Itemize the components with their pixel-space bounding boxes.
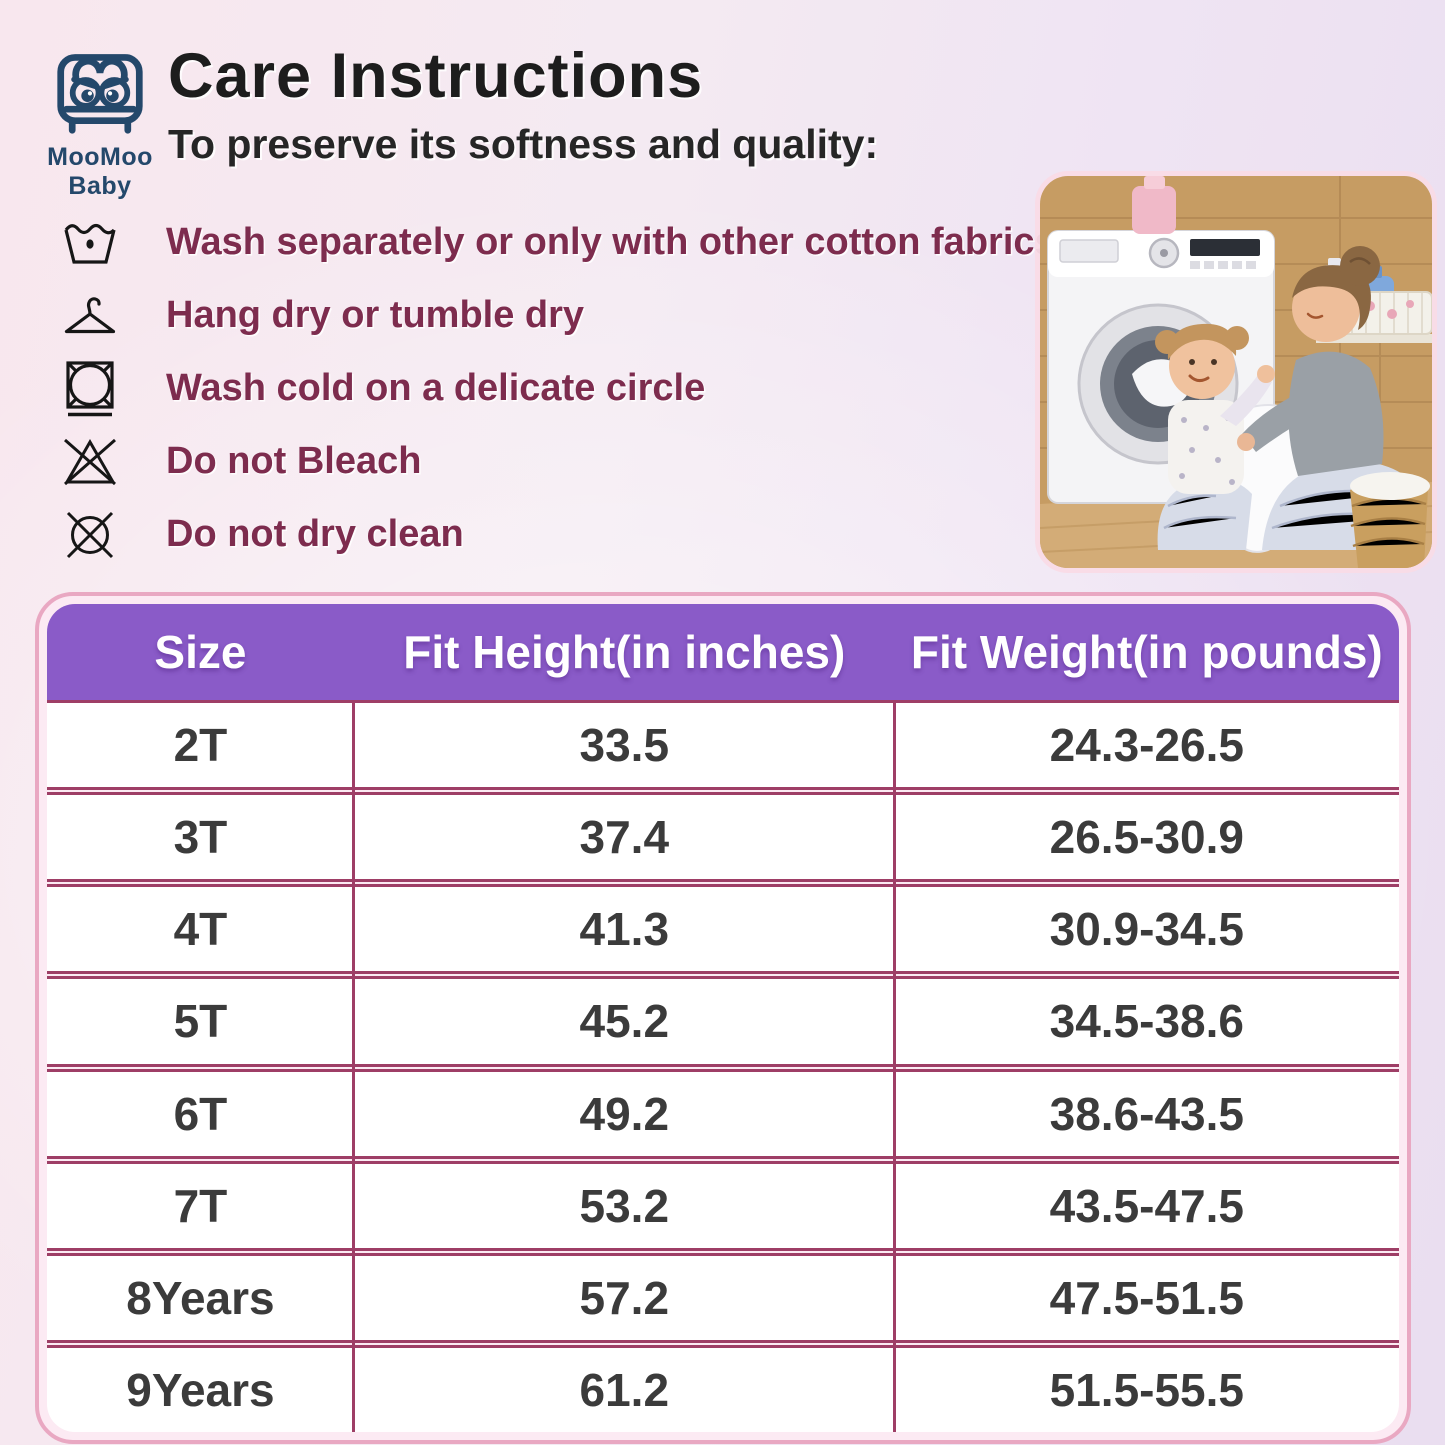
height-cell: 61.2 [579,1363,670,1416]
list-item: Hang dry or tumble dry [58,279,1033,352]
table-row: 6T 49.2 38.6-43.5 [47,1068,1399,1159]
weight-cell: 47.5-51.5 [1049,1271,1245,1324]
column-header-size: Size [154,626,247,678]
weight-cell: 51.5-55.5 [1049,1363,1245,1416]
height-cell: 53.2 [579,1179,670,1232]
table-row: 3T 37.4 26.5-30.9 [47,792,1399,883]
size-cell: 7T [173,1179,228,1232]
table-row: 5T 45.2 34.5-38.6 [47,976,1399,1067]
weight-cell: 30.9-34.5 [1049,903,1245,956]
care-instruction-text: Wash separately or only with other cotto… [166,221,1056,263]
heading-block: Care Instructions To preserve its softne… [168,40,878,168]
height-cell: 49.2 [579,1087,670,1140]
size-cell: 9Years [126,1363,275,1416]
weight-cell: 24.3-26.5 [1049,719,1245,772]
column-divider [893,700,897,1432]
care-instruction-text: Do not Bleach [166,440,422,482]
hanger-icon [58,292,122,340]
size-chart-header-row: Size Fit Height(in inches) Fit Weight(in… [47,604,1399,700]
table-row: 4T 41.3 30.9-34.5 [47,884,1399,975]
laundry-photo [1040,176,1432,568]
list-item: Do not Bleach [58,425,1033,498]
height-cell: 37.4 [579,811,670,864]
height-cell: 33.5 [579,719,670,772]
page-subtitle: To preserve its softness and quality: [168,121,879,167]
weight-cell: 34.5-38.6 [1049,995,1245,1048]
care-instruction-text: Hang dry or tumble dry [166,294,585,336]
height-cell: 45.2 [579,995,670,1048]
size-cell: 3T [173,811,228,864]
column-divider [352,700,356,1432]
brand-logo: MooMoo Baby [26,44,174,201]
size-cell: 8Years [126,1271,275,1324]
weight-cell: 26.5-30.9 [1049,811,1245,864]
owl-crib-logo-icon [52,54,148,140]
list-item: Do not dry clean [58,498,1033,571]
care-instruction-text: Wash cold on a delicate circle [166,367,706,409]
table-row: 2T 33.5 24.3-26.5 [47,700,1399,791]
column-header-fit-weight: Fit Weight(in pounds) [910,626,1383,678]
height-cell: 57.2 [579,1271,670,1324]
brand-name: MooMoo Baby [47,143,153,200]
size-cell: 4T [173,903,228,956]
care-instruction-text: Do not dry clean [166,513,464,555]
column-header-fit-height: Fit Height(in inches) [403,626,846,678]
table-row: 9Years 61.2 51.5-55.5 [47,1344,1399,1432]
table-row: 7T 53.2 43.5-47.5 [47,1160,1399,1251]
weight-cell: 38.6-43.5 [1049,1087,1245,1140]
list-item: Wash cold on a delicate circle [58,352,1033,425]
size-chart-body: 2T 33.5 24.3-26.5 3T 37.4 26.5-30.9 4T 4… [47,700,1399,1432]
table-row: 8Years 57.2 47.5-51.5 [47,1252,1399,1343]
size-cell: 6T [173,1087,228,1140]
list-item: Wash separately or only with other cotto… [58,206,1056,279]
care-instruction-list: Wash separately or only with other cotto… [58,206,1056,571]
size-chart-table: Size Fit Height(in inches) Fit Weight(in… [35,592,1411,1444]
do-not-dry-clean-icon [58,507,122,563]
size-cell: 5T [173,995,228,1048]
height-cell: 41.3 [579,903,670,956]
page-title: Care Instructions [168,41,704,111]
gentle-cycle-icon [58,358,122,420]
wash-tub-icon [58,217,122,269]
weight-cell: 43.5-47.5 [1049,1179,1245,1232]
do-not-bleach-icon [58,434,122,490]
size-cell: 2T [173,719,228,772]
